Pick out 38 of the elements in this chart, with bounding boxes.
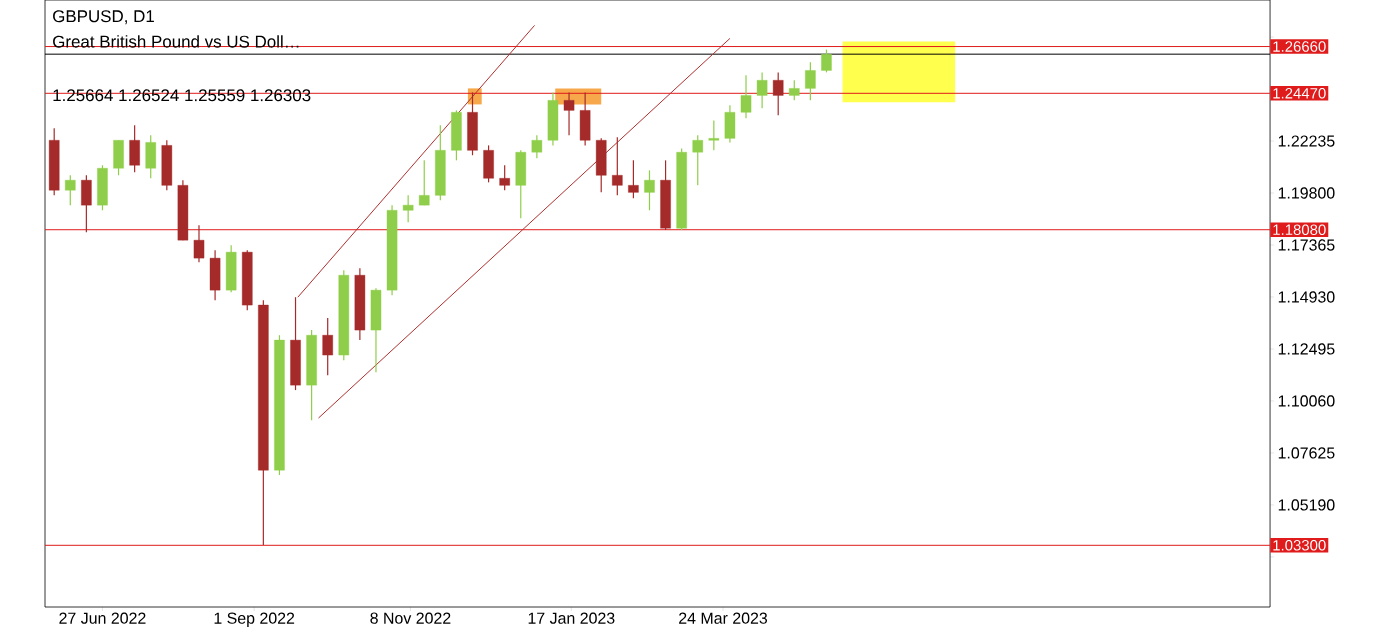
candlestick [644,169,655,211]
candlestick [789,79,800,101]
candlestick [65,174,76,206]
text: GBPUSD, D1 [53,10,154,25]
ref-line-label: 1.24470 [1273,88,1326,99]
y-tick-label: 1.07625 [1278,447,1335,459]
candlestick [805,61,816,101]
candlestick [772,71,784,116]
candlestick [402,194,414,223]
y-tick-label: 1.12495 [1278,343,1335,355]
x-tick-label: 17 Jan 2023 [528,612,615,624]
candlestick [418,159,430,206]
x-tick-label: 27 Jun 2022 [59,612,146,624]
candlestick [322,317,333,376]
candlestick [692,134,703,186]
candlestick [531,134,543,159]
x-tick-label: 24 Mar 2023 [679,612,768,624]
y-tick-label: 1.05190 [1278,499,1335,511]
candlestick [756,71,768,109]
candlestick [499,164,510,191]
candlestick [740,74,752,119]
candlestick [708,119,720,151]
ref-line-label: 1.03300 [1273,540,1326,551]
candlestick [821,48,832,73]
y-tick-label: 1.19800 [1278,187,1335,199]
text: Great British Pound vs US Doll… [53,35,299,48]
candlestick [193,224,205,263]
ref-line-label: 1.26660 [1273,41,1326,52]
candlestick [628,159,639,199]
y-tick-label: 1.17365 [1278,239,1335,251]
candlestick [563,91,575,136]
x-tick-label: 8 Nov 2022 [370,612,451,624]
y-tick-label: 1.22235 [1278,135,1335,147]
y-tick-label: 1.10060 [1278,395,1335,407]
candlestick [612,136,623,196]
x-tick-label: 1 Sep 2022 [214,612,295,627]
ref-line-label: 1.18080 [1273,224,1326,236]
y-tick-label: 1.14930 [1278,291,1335,303]
